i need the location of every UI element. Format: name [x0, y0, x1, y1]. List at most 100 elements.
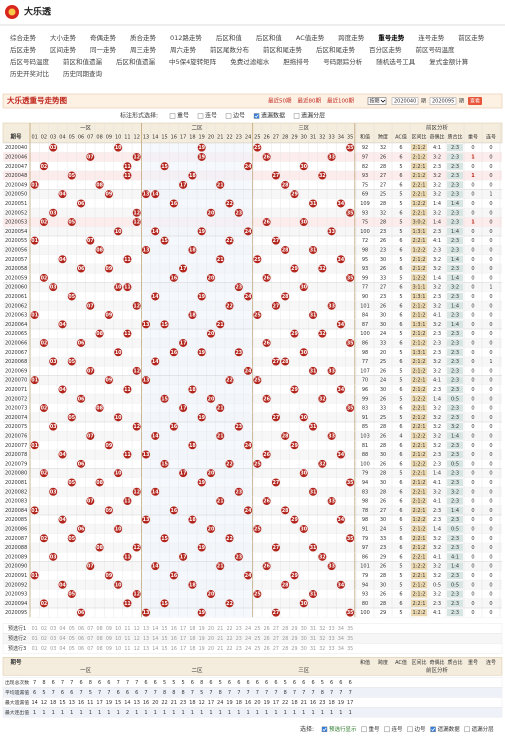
preselect-number[interactable]: 06	[78, 626, 84, 632]
preselect-number[interactable]: 35	[347, 636, 353, 642]
preselect-number[interactable]: 17	[180, 636, 186, 642]
preselect-number[interactable]: 27	[273, 636, 279, 642]
preselect-number[interactable]: 09	[106, 636, 112, 642]
nav-link[interactable]: 胆拖排号	[283, 57, 310, 66]
nav-link[interactable]: 周六走势	[170, 45, 197, 54]
nav-link[interactable]: 跨度走势	[338, 33, 365, 42]
nav-link[interactable]: 大小走势	[50, 33, 77, 42]
preselect-number[interactable]: 12	[134, 636, 140, 642]
preselect-number[interactable]: 31	[310, 636, 316, 642]
query-button[interactable]	[468, 97, 482, 105]
preselect-number[interactable]: 19	[199, 646, 205, 652]
nav-link[interactable]: 后区和值	[256, 33, 283, 42]
range-from-input[interactable]	[391, 97, 419, 105]
checkbox[interactable]	[197, 113, 204, 119]
checkbox[interactable]	[464, 726, 470, 733]
preselect-number[interactable]: 26	[264, 646, 270, 652]
preselect-number[interactable]: 23	[236, 636, 242, 642]
preselect-number[interactable]: 11	[124, 626, 130, 632]
preselect-number[interactable]: 34	[338, 626, 344, 632]
preselect-number[interactable]: 01	[32, 646, 38, 652]
preselect-number[interactable]: 18	[189, 626, 195, 632]
preselect-number[interactable]: 20	[208, 646, 214, 652]
preselect-number[interactable]: 34	[338, 636, 344, 642]
preselect-number[interactable]: 22	[226, 636, 232, 642]
nav-link[interactable]: 后区和尾走势	[316, 45, 356, 54]
preselect-number[interactable]: 26	[264, 626, 270, 632]
checkbox[interactable]	[225, 113, 232, 119]
preselect-number[interactable]: 22	[226, 646, 232, 652]
preselect-number[interactable]: 11	[124, 646, 130, 652]
preselect-number[interactable]: 24	[245, 636, 251, 642]
nav-link[interactable]: 号码跟踪分析	[323, 57, 363, 66]
preselect-number[interactable]: 23	[236, 646, 242, 652]
preselect-number[interactable]: 21	[217, 626, 223, 632]
preselect-number[interactable]: 29	[291, 626, 297, 632]
nav-link[interactable]: 前区和尾走势	[263, 45, 303, 54]
preselect-number[interactable]: 15	[162, 626, 168, 632]
preselect-number[interactable]: 02	[41, 626, 47, 632]
checkbox[interactable]	[430, 726, 436, 733]
nav-link[interactable]: 后区和值遗漏	[116, 57, 156, 66]
preselect-number[interactable]: 08	[97, 626, 103, 632]
preselect-number[interactable]: 04	[59, 626, 65, 632]
preselect-row[interactable]	[2, 643, 503, 654]
preselect-number[interactable]: 27	[273, 646, 279, 652]
preselect-number[interactable]: 05	[69, 646, 75, 652]
checkbox[interactable]	[384, 726, 390, 733]
preselect-number[interactable]: 13	[143, 636, 149, 642]
range-to-input[interactable]	[429, 97, 457, 105]
preselect-number[interactable]: 14	[152, 626, 158, 632]
preselect-number[interactable]: 08	[97, 646, 103, 652]
nav-link[interactable]: 历史开奖对比	[10, 69, 50, 78]
preselect-number[interactable]: 11	[124, 636, 130, 642]
checkbox[interactable]	[407, 726, 413, 733]
preselect-number[interactable]: 33	[329, 626, 335, 632]
nav-link[interactable]: 前区走势	[458, 33, 485, 42]
preselect-number[interactable]: 03	[50, 626, 56, 632]
preselect-number[interactable]: 35	[347, 626, 353, 632]
preselect-number[interactable]: 10	[115, 636, 121, 642]
preselect-number[interactable]: 15	[162, 636, 168, 642]
nav-link[interactable]: 同一走势	[90, 45, 117, 54]
nav-link[interactable]: 后区和值	[216, 33, 243, 42]
preselect-number[interactable]: 24	[245, 646, 251, 652]
preselect-number[interactable]: 25	[254, 636, 260, 642]
nav-link[interactable]: 中5保4旋转矩阵	[169, 57, 217, 66]
nav-link[interactable]: 周三走势	[130, 45, 157, 54]
preselect-number[interactable]: 07	[87, 626, 93, 632]
preselect-number[interactable]: 22	[226, 626, 232, 632]
preselect-number[interactable]: 16	[171, 626, 177, 632]
preselect-number[interactable]: 08	[97, 636, 103, 642]
nav-link[interactable]: 区间走势	[50, 45, 77, 54]
preselect-number[interactable]: 29	[291, 636, 297, 642]
preselect-number[interactable]: 30	[301, 626, 307, 632]
preselect-number[interactable]: 06	[78, 646, 84, 652]
preselect-number[interactable]: 18	[189, 636, 195, 642]
nav-link[interactable]: 历史同期查询	[63, 69, 103, 78]
preselect-number[interactable]: 32	[319, 626, 325, 632]
checkbox[interactable]	[253, 113, 260, 119]
preselect-number[interactable]: 13	[143, 646, 149, 652]
preselect-number[interactable]: 03	[50, 636, 56, 642]
nav-link[interactable]: 重号走势	[378, 33, 405, 42]
preselect-number[interactable]: 07	[87, 646, 93, 652]
preselect-number[interactable]: 02	[41, 636, 47, 642]
preselect-number[interactable]: 24	[245, 626, 251, 632]
preselect-number[interactable]: 26	[264, 636, 270, 642]
preselect-number[interactable]: 25	[254, 646, 260, 652]
checkbox[interactable]	[169, 113, 176, 119]
preselect-number[interactable]: 30	[301, 646, 307, 652]
preselect-number[interactable]: 01	[32, 626, 38, 632]
nav-link[interactable]: 连号走势	[418, 33, 445, 42]
preselect-number[interactable]: 16	[171, 636, 177, 642]
preselect-number[interactable]: 33	[329, 636, 335, 642]
preselect-number[interactable]: 10	[115, 646, 121, 652]
preselect-number[interactable]: 09	[106, 646, 112, 652]
preselect-number[interactable]: 28	[282, 626, 288, 632]
preselect-number[interactable]: 14	[152, 636, 158, 642]
preselect-number[interactable]: 07	[87, 636, 93, 642]
preselect-number[interactable]: 30	[301, 636, 307, 642]
nav-link[interactable]: 前区号码温度	[416, 45, 456, 54]
preselect-number[interactable]: 35	[347, 646, 353, 652]
